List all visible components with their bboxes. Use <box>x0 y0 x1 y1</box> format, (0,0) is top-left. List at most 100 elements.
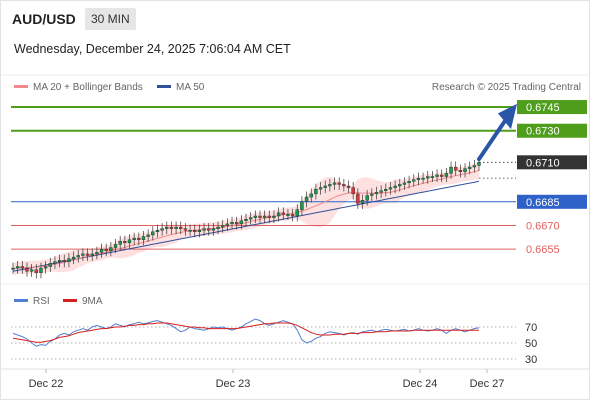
candle-body <box>300 201 304 210</box>
chart-header: AUD/USD 30 MIN <box>1 1 589 37</box>
forecast-arrow <box>477 103 517 162</box>
candle-body <box>225 223 230 226</box>
candle-body <box>81 253 85 256</box>
rsi-tick-label: 70 <box>525 322 537 334</box>
candle-body <box>393 185 397 188</box>
candle-body <box>332 182 337 185</box>
candle-body <box>141 236 146 240</box>
candle-body <box>323 185 327 188</box>
candle-body <box>318 187 323 190</box>
level-label-box <box>517 155 587 170</box>
candlesticks <box>11 156 481 279</box>
candle-body <box>160 228 164 231</box>
legend-ma50-swatch <box>157 85 171 88</box>
candle-body <box>67 258 71 262</box>
candle-body <box>197 230 202 232</box>
candle-body <box>62 260 66 262</box>
candle-body <box>216 226 220 229</box>
candle-body <box>407 181 411 184</box>
rsi-tick-label: 50 <box>525 338 537 350</box>
candle-body <box>328 184 332 187</box>
level-label-text: 0.6670 <box>526 220 560 232</box>
candle-body <box>421 177 425 180</box>
candle-body <box>137 237 141 240</box>
level-label-text: 0.6710 <box>526 157 560 169</box>
candle-body <box>193 230 197 232</box>
candle-body <box>76 255 80 258</box>
candle-body <box>314 188 318 195</box>
candle-body <box>118 241 122 245</box>
candle-body <box>239 220 244 225</box>
candle-body <box>211 228 216 231</box>
candle-body <box>337 182 341 185</box>
level-label-box <box>517 194 587 209</box>
candle-body <box>384 188 388 191</box>
candle-body <box>109 247 113 251</box>
rsi-9ma-line <box>12 322 479 343</box>
candle-body <box>248 217 253 220</box>
x-tick-label: Dec 24 <box>403 378 438 390</box>
candle-body <box>244 218 248 221</box>
candle-body <box>25 267 29 272</box>
candle-body <box>351 187 355 195</box>
candle-body <box>290 214 295 217</box>
candle-body <box>295 209 299 217</box>
x-tick-label: Dec 23 <box>216 378 251 390</box>
rsi-tick-label: 30 <box>525 354 537 366</box>
candle-body <box>356 193 360 204</box>
candle-body <box>85 253 90 256</box>
candle-body <box>435 174 439 177</box>
candle-body <box>104 248 108 251</box>
candle-body <box>426 176 430 179</box>
candle-body <box>155 230 160 232</box>
legend-ma20-swatch <box>14 85 28 88</box>
candle-body <box>416 177 421 180</box>
candle-body <box>374 192 379 195</box>
candle-body <box>267 215 271 218</box>
candle-body <box>234 222 239 225</box>
candle-body <box>220 225 225 228</box>
candle-body <box>20 266 25 269</box>
candle-body <box>388 187 393 190</box>
timeframe-badge[interactable]: 30 MIN <box>85 8 136 30</box>
candle-body <box>127 239 132 244</box>
candle-body <box>183 228 188 231</box>
level-label-text: 0.6730 <box>526 126 560 138</box>
candle-body <box>454 166 458 171</box>
candle-body <box>370 193 374 196</box>
candle-body <box>458 170 463 172</box>
rsi-line <box>12 318 480 347</box>
candle-body <box>342 184 346 187</box>
x-tick-label: Dec 22 <box>29 378 64 390</box>
datetime-label: Wednesday, December 24, 2025 7:06:04 AM … <box>14 42 291 56</box>
candle-body <box>165 226 169 229</box>
level-label-text: 0.6745 <box>526 102 560 114</box>
legend-ma50-label: MA 50 <box>176 82 205 93</box>
candle-body <box>262 215 267 218</box>
candle-body <box>99 248 104 253</box>
x-axis-ticks: Dec 22 Dec 23 Dec 24 Dec 27 <box>29 369 504 390</box>
candle-body <box>309 193 313 198</box>
candle-body <box>477 162 481 166</box>
candle-body <box>34 269 38 274</box>
legend-rsi-label: RSI <box>33 296 50 307</box>
candle-body <box>169 226 174 229</box>
rsi-legend: RSI 9MA <box>14 296 103 307</box>
legend-9ma-label: 9MA <box>82 296 103 307</box>
candle-body <box>365 195 369 201</box>
candle-body <box>253 215 258 218</box>
rsi-panel: 70 50 30 <box>11 318 537 366</box>
candle-body <box>440 174 444 177</box>
symbol-title: AUD/USD <box>12 11 76 27</box>
candle-body <box>57 260 62 262</box>
candle-body <box>360 200 365 204</box>
candle-body <box>123 241 127 244</box>
ma50-line <box>12 180 480 272</box>
candle-body <box>15 266 20 269</box>
candle-body <box>90 253 94 256</box>
candle-body <box>179 226 183 229</box>
candle-body <box>281 212 285 215</box>
candle-body <box>379 190 383 193</box>
